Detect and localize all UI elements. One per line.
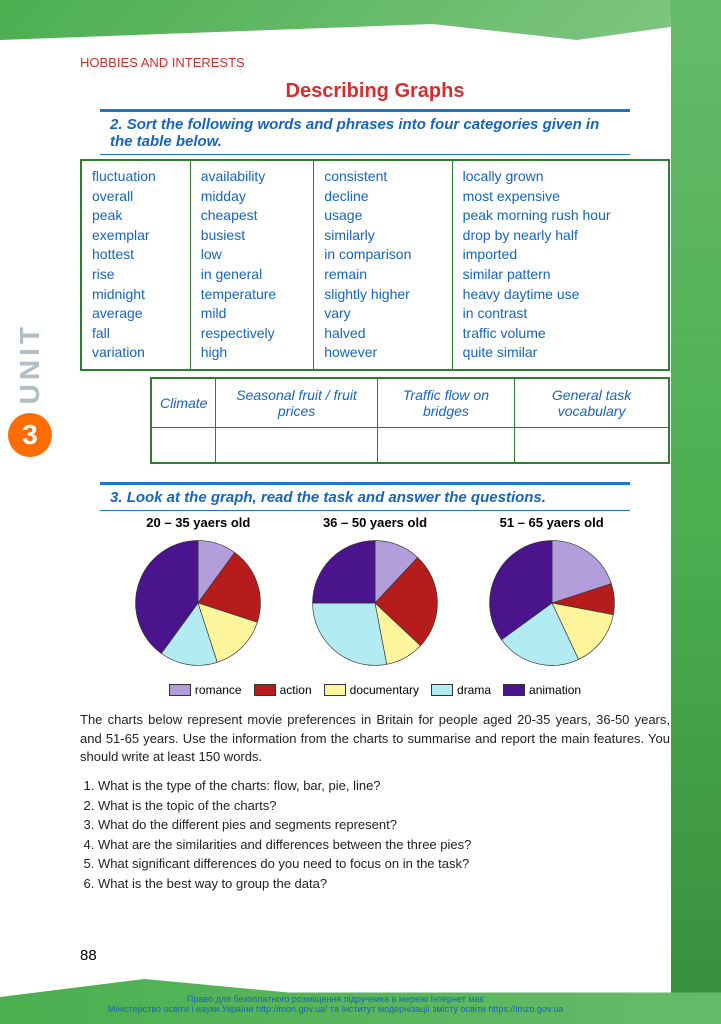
cat-1: Seasonal fruit / fruit prices xyxy=(216,378,377,428)
task3-description: The charts below represent movie prefere… xyxy=(80,711,670,766)
footer-line2: Міністерство освіти і науки України http… xyxy=(0,1004,671,1014)
question-item: What are the similarities and difference… xyxy=(98,835,670,855)
question-item: What do the different pies and segments … xyxy=(98,815,670,835)
word-col-3: locally grownmost expensivepeak morning … xyxy=(452,160,669,370)
question-item: What is the best way to group the data? xyxy=(98,874,670,894)
pie-row: 20 – 35 yaers old 36 – 50 yaers old 51 –… xyxy=(110,515,640,673)
pie-0: 20 – 35 yaers old xyxy=(133,515,263,673)
page-border-right xyxy=(671,0,721,1024)
word-col-0: fluctuationoverallpeakexemplarhottestris… xyxy=(81,160,190,370)
footer: Право для безоплатного розміщення підруч… xyxy=(0,994,671,1014)
section-label: HOBBIES AND INTERESTS xyxy=(80,55,670,70)
unit-label: UNIT xyxy=(14,323,46,404)
page-title: Describing Graphs xyxy=(80,80,670,103)
cat-blank xyxy=(216,427,377,463)
task3-text: Look at the graph, read the task and ans… xyxy=(127,489,546,506)
page-content: HOBBIES AND INTERESTS Describing Graphs … xyxy=(80,55,670,893)
pie-1-chart xyxy=(310,538,440,668)
cat-0: Climate xyxy=(151,378,216,428)
pie-0-title: 20 – 35 yaers old xyxy=(133,515,263,530)
unit-number: 3 xyxy=(8,413,52,457)
pie-1: 36 – 50 yaers old xyxy=(310,515,440,673)
legend-swatch xyxy=(169,684,191,696)
questions-list: What is the type of the charts: flow, ba… xyxy=(80,776,670,893)
legend-swatch xyxy=(254,684,276,696)
legend-swatch xyxy=(503,684,525,696)
legend-label: romance xyxy=(195,683,242,697)
legend-item: drama xyxy=(431,683,491,697)
pie-2: 51 – 65 yaers old xyxy=(487,515,617,673)
unit-tab: UNIT 3 xyxy=(0,290,60,490)
legend-item: documentary xyxy=(324,683,419,697)
page-border-top xyxy=(0,0,721,40)
pie-0-chart xyxy=(133,538,263,668)
legend-swatch xyxy=(324,684,346,696)
cat-2: Traffic flow on bridges xyxy=(377,378,515,428)
cat-blank xyxy=(377,427,515,463)
category-table: Climate Seasonal fruit / fruit prices Tr… xyxy=(150,377,670,465)
task2-instruction: 2. Sort the following words and phrases … xyxy=(100,109,630,155)
legend-label: drama xyxy=(457,683,491,697)
cat-blank xyxy=(515,427,669,463)
pie-1-title: 36 – 50 yaers old xyxy=(310,515,440,530)
cat-blank xyxy=(151,427,216,463)
page-number: 88 xyxy=(80,947,97,964)
pie-2-chart xyxy=(487,538,617,668)
legend-label: animation xyxy=(529,683,581,697)
legend-item: animation xyxy=(503,683,581,697)
task2-text: Sort the following words and phrases int… xyxy=(110,116,599,150)
legend-swatch xyxy=(431,684,453,696)
word-col-1: availabilitymiddaycheapestbusiestlowin g… xyxy=(190,160,314,370)
legend-label: documentary xyxy=(350,683,419,697)
task2-number: 2. xyxy=(110,116,123,133)
legend-item: romance xyxy=(169,683,242,697)
word-col-2: consistentdeclineusagesimilarlyin compar… xyxy=(314,160,452,370)
cat-3: General task vocabulary xyxy=(515,378,669,428)
task3-number: 3. xyxy=(110,489,123,506)
question-item: What significant differences do you need… xyxy=(98,854,670,874)
legend-item: action xyxy=(254,683,312,697)
pie-2-title: 51 – 65 yaers old xyxy=(487,515,617,530)
question-item: What is the topic of the charts? xyxy=(98,796,670,816)
question-item: What is the type of the charts: flow, ba… xyxy=(98,776,670,796)
legend-label: action xyxy=(280,683,312,697)
footer-line1: Право для безоплатного розміщення підруч… xyxy=(0,994,671,1004)
legend: romance action documentary drama animation xyxy=(80,683,670,697)
task3-instruction: 3. Look at the graph, read the task and … xyxy=(100,482,630,511)
word-table: fluctuationoverallpeakexemplarhottestris… xyxy=(80,159,670,371)
